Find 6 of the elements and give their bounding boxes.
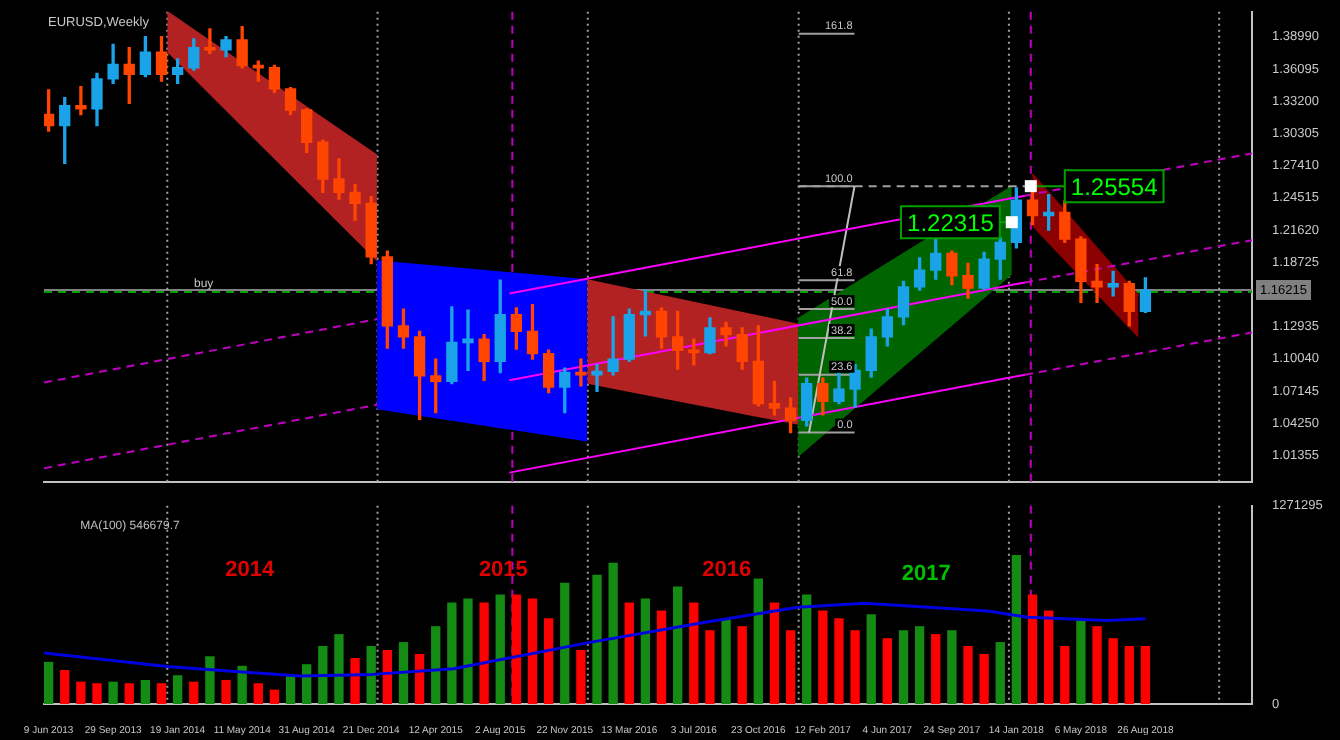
annotation: 2014 [225,558,276,583]
annotation: 2015 [478,558,528,583]
annotation: 1.25554 [1070,172,1159,201]
annotation: 2016 [702,558,752,583]
annotation: 1.22315 [907,208,995,237]
annotation: 2017 [901,562,951,587]
